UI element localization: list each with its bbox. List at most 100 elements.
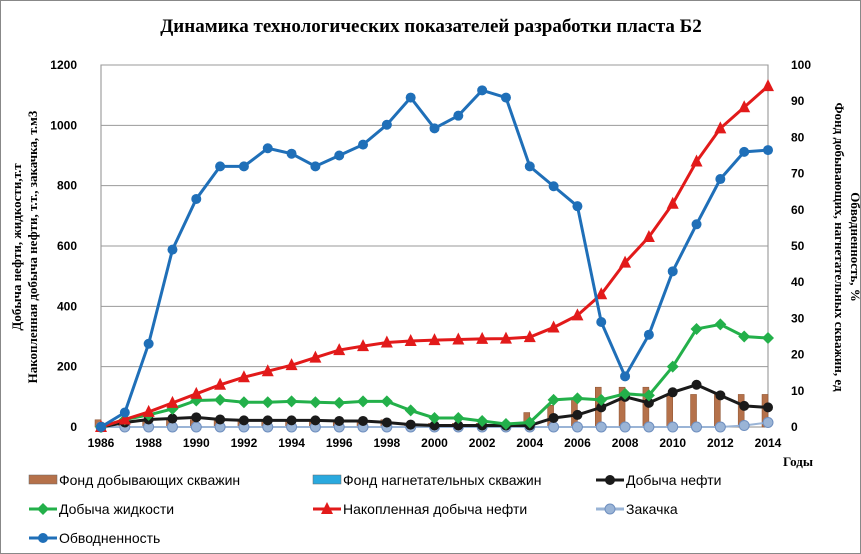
oil-production-point bbox=[596, 402, 607, 413]
oil-production-point bbox=[334, 415, 345, 426]
plot-area: 0 200 400 600 800 1000 1200 0 10 20 30 40 50 60 70 80 90… bbox=[50, 58, 811, 450]
right-axis-label-1: Фонд добывающих, нагнетательных скважин,… bbox=[832, 102, 847, 391]
liquid-production-point bbox=[738, 330, 751, 343]
cumulative-oil-point bbox=[523, 330, 536, 343]
liquid-production-point bbox=[404, 404, 417, 417]
injection-point bbox=[714, 421, 726, 433]
legend-label: Обводненность bbox=[59, 530, 160, 546]
y-right-tick-label: 60 bbox=[791, 203, 805, 217]
liquid-production-point bbox=[642, 389, 655, 402]
y-right-tick-label: 0 bbox=[791, 420, 798, 434]
oil-production-point bbox=[286, 415, 297, 426]
y-left-tick-label: 800 bbox=[57, 179, 77, 193]
liquid-production-point bbox=[214, 393, 227, 406]
oil-production-point bbox=[381, 417, 392, 428]
oil-production-point bbox=[429, 420, 440, 431]
oil-production-point bbox=[739, 400, 750, 411]
x-tick-label: 2012 bbox=[707, 436, 734, 450]
x-tick-label: 2006 bbox=[564, 436, 591, 450]
x-tick-label: 1992 bbox=[231, 436, 258, 450]
injection-point bbox=[762, 416, 774, 428]
oil-production-point bbox=[643, 397, 654, 408]
legend-marker bbox=[605, 475, 615, 485]
water-cut-point bbox=[191, 193, 202, 204]
oil-production-point bbox=[358, 415, 369, 426]
oil-production-point bbox=[667, 387, 678, 398]
cumulative-oil-point bbox=[452, 332, 465, 345]
legend-swatch bbox=[28, 474, 58, 485]
oil-production-point bbox=[405, 419, 416, 430]
y-right-tick-label: 50 bbox=[791, 239, 805, 253]
oil-production-point bbox=[548, 412, 559, 423]
cumulative-oil-point bbox=[666, 196, 679, 209]
left-axis-label-2: Накопленная добыча нефти, т.т., закачка,… bbox=[25, 110, 40, 383]
oil-production-point bbox=[238, 415, 249, 426]
x-tick-label: 1986 bbox=[88, 436, 115, 450]
legend-marker bbox=[37, 503, 49, 515]
water-cut-point bbox=[262, 143, 273, 154]
oil-production-point bbox=[215, 414, 226, 425]
legend-label: Добыча нефти bbox=[626, 472, 721, 488]
cumulative-oil-point bbox=[428, 333, 441, 346]
y-left-tick-label: 0 bbox=[70, 420, 77, 434]
water-cut-point bbox=[620, 371, 631, 382]
water-cut-point bbox=[596, 317, 607, 328]
water-cut-point bbox=[405, 92, 416, 103]
oil-production-point bbox=[167, 413, 178, 424]
y-right-tick-label: 40 bbox=[791, 275, 805, 289]
oil-production-point bbox=[453, 420, 464, 431]
cumulative-oil-point bbox=[214, 377, 227, 390]
cumulative-oil-point bbox=[237, 370, 250, 383]
cumulative-oil-point bbox=[357, 339, 370, 352]
water-cut-point bbox=[691, 219, 702, 230]
liquid-production-point bbox=[690, 322, 703, 335]
x-tick-label: 1988 bbox=[135, 436, 162, 450]
y-right-tick-label: 70 bbox=[791, 167, 805, 181]
cumulative-oil-point bbox=[499, 331, 512, 344]
liquid-production-point bbox=[595, 393, 608, 406]
legend-label: Фонд нагнетательных скважин bbox=[343, 472, 541, 488]
y-left-tick-label: 1200 bbox=[50, 58, 77, 72]
x-tick-label: 2008 bbox=[612, 436, 639, 450]
liquid-production-point bbox=[762, 332, 774, 345]
y-right-tick-label: 100 bbox=[791, 58, 811, 72]
legend-swatch bbox=[312, 474, 342, 485]
liquid-production-point bbox=[380, 395, 393, 408]
liquid-production-point bbox=[428, 411, 441, 424]
x-tick-label: 2004 bbox=[516, 436, 543, 450]
left-axis-label-1: Добыча нефти, жидкости,т.т bbox=[9, 163, 24, 331]
water-cut-point bbox=[215, 161, 226, 172]
y-left-tick-label: 400 bbox=[57, 299, 77, 313]
water-cut-point bbox=[429, 123, 440, 134]
y-right-tick-label: 90 bbox=[791, 94, 805, 108]
legend-marker bbox=[604, 503, 616, 515]
x-tick-label: 1996 bbox=[326, 436, 353, 450]
cumulative-oil-point bbox=[309, 350, 322, 363]
x-tick-label: 1990 bbox=[183, 436, 210, 450]
liquid-production-point bbox=[523, 416, 536, 429]
cumulative-oil-point bbox=[619, 255, 632, 268]
legend: Фонд добывающих скважин Фонд нагнетательн… bbox=[28, 472, 721, 546]
liquid-production-point bbox=[547, 393, 560, 406]
x-tick-label: 2002 bbox=[469, 436, 496, 450]
liquid-production-point bbox=[499, 417, 512, 430]
liquid-production-point bbox=[452, 411, 465, 424]
water-cut-point bbox=[739, 146, 750, 157]
chart-title: Динамика технологических показателей раз… bbox=[160, 16, 702, 37]
injection-point bbox=[643, 421, 655, 433]
x-tick-label: 2000 bbox=[421, 436, 448, 450]
y-left-tick-label: 600 bbox=[57, 239, 77, 253]
water-cut-point bbox=[763, 145, 773, 156]
water-cut-point bbox=[119, 407, 130, 418]
x-tick-label: 1994 bbox=[278, 436, 305, 450]
legend-label: Добыча жидкости bbox=[59, 501, 174, 517]
water-cut-point bbox=[286, 148, 297, 159]
liquid-production-point bbox=[261, 396, 274, 409]
cumulative-oil-point bbox=[690, 154, 703, 167]
injection-point bbox=[595, 421, 607, 433]
cumulative-oil-point bbox=[190, 386, 203, 399]
water-cut-point bbox=[524, 161, 535, 172]
water-cut-point bbox=[167, 244, 178, 255]
injection-point bbox=[691, 421, 703, 433]
